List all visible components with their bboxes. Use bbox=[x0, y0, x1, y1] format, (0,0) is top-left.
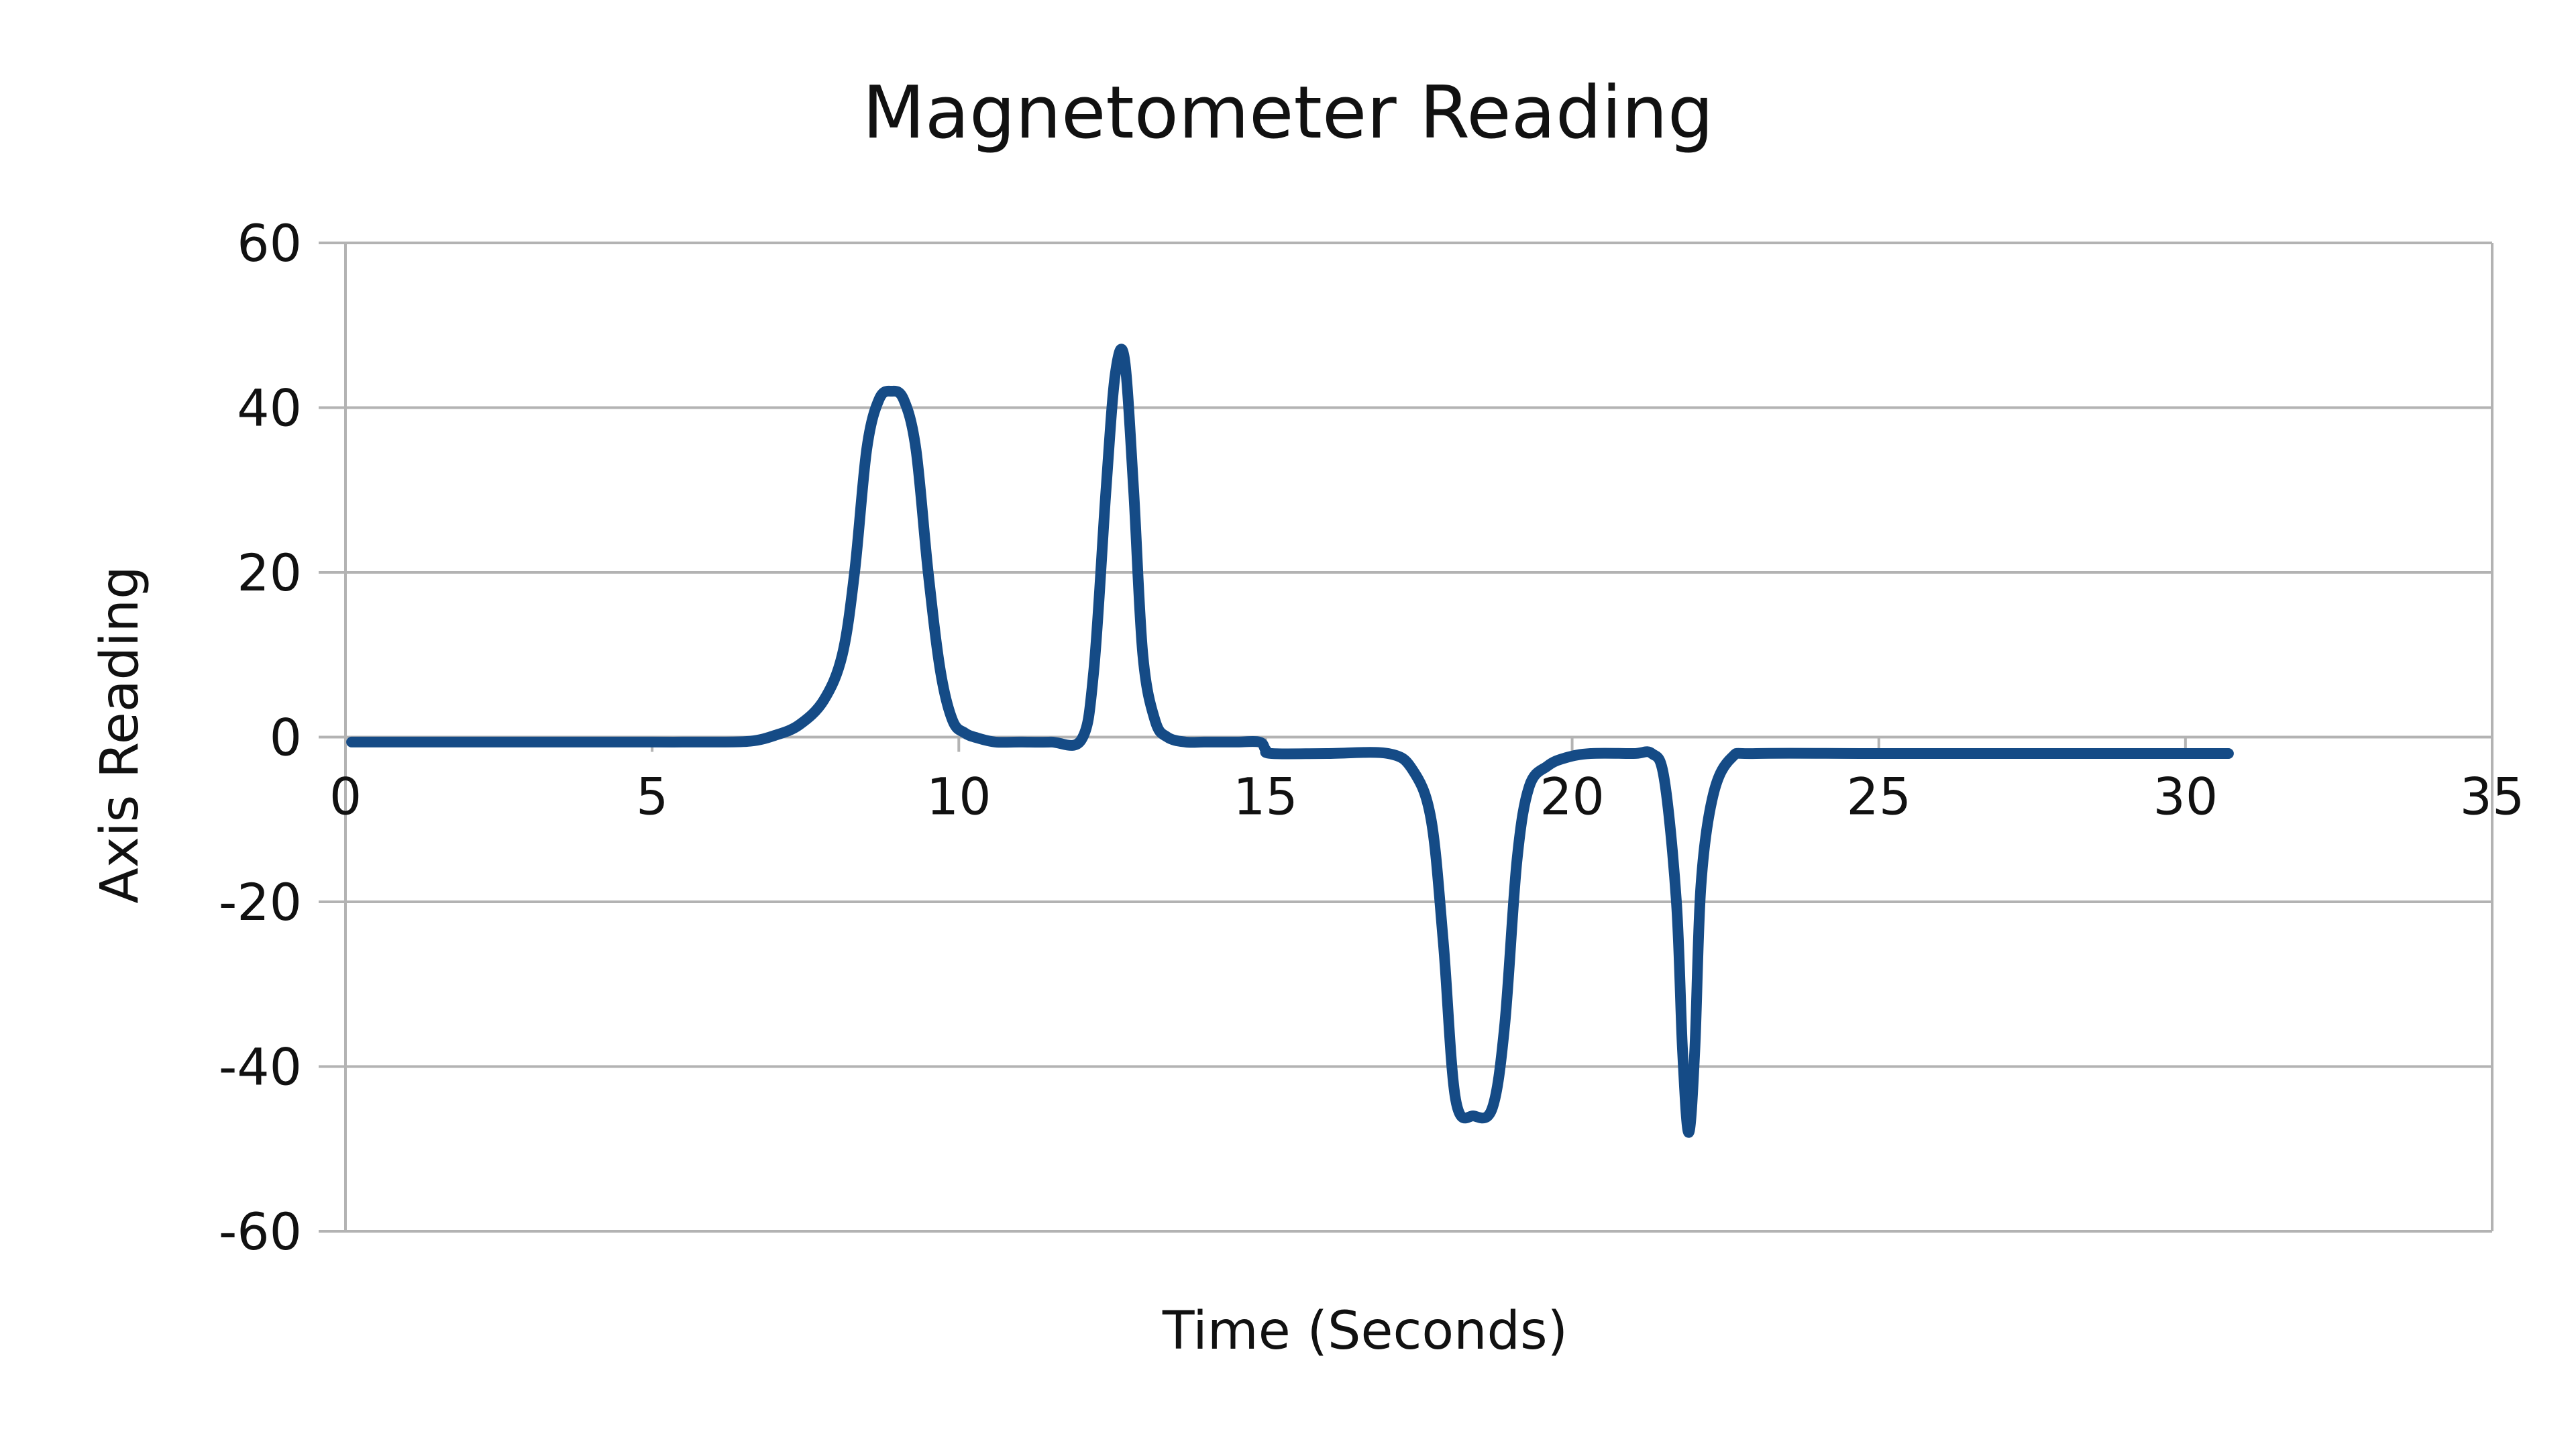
x-tick-label: 35 bbox=[2460, 767, 2525, 827]
y-tick-label: 20 bbox=[237, 543, 302, 603]
chart-title: Magnetometer Reading bbox=[863, 71, 1714, 155]
y-tick-label: 60 bbox=[237, 213, 302, 273]
y-tick-label: -60 bbox=[219, 1202, 302, 1261]
x-tick-label: 0 bbox=[329, 767, 362, 827]
series-line-0 bbox=[346, 344, 2234, 1138]
x-axis-label: Time (Seconds) bbox=[1162, 1301, 1568, 1361]
x-tick-label: 20 bbox=[1540, 767, 1605, 827]
y-tick-label: -20 bbox=[219, 872, 302, 932]
series bbox=[346, 344, 2234, 1138]
x-tick-label: 30 bbox=[2153, 767, 2218, 827]
y-tick-label: 0 bbox=[270, 708, 302, 768]
y-tick-label: -40 bbox=[219, 1037, 302, 1097]
y-axis-label: Axis Reading bbox=[90, 566, 150, 903]
x-tick-label: 10 bbox=[926, 767, 991, 827]
x-tick-label: 25 bbox=[1846, 767, 1911, 827]
x-tick-label: 15 bbox=[1233, 767, 1298, 827]
x-tick-label: 5 bbox=[636, 767, 668, 827]
tick-labels: 60 40 20 0 -20 -40 -60 0 5 10 15 20 25 30 35 bbox=[219, 213, 2525, 1261]
y-tick-label: 40 bbox=[237, 378, 302, 438]
